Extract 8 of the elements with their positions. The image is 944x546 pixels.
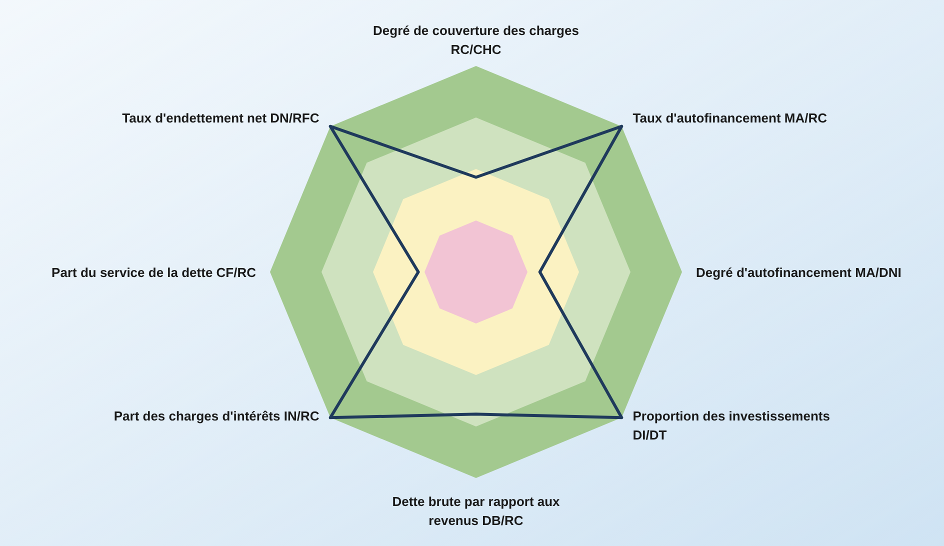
- spoke-label: Dette brute par rapport aux revenus DB/RC: [392, 494, 561, 528]
- spoke-label: Degré d'autofinancement MA/DNI: [696, 265, 902, 280]
- spoke-label: Part du service de la dette CF/RC: [52, 265, 257, 280]
- spoke-label: Taux d'autofinancement MA/RC: [632, 110, 828, 126]
- spoke-label: Part des charges d'intérêts IN/RC: [114, 408, 320, 424]
- spoke-label: Taux d'endettement net DN/RFC: [122, 110, 320, 126]
- spoke-label: Proportion des investissements DI/DT: [632, 408, 830, 443]
- spoke-label: Degré de couverture des charges RC/CHC: [373, 23, 579, 57]
